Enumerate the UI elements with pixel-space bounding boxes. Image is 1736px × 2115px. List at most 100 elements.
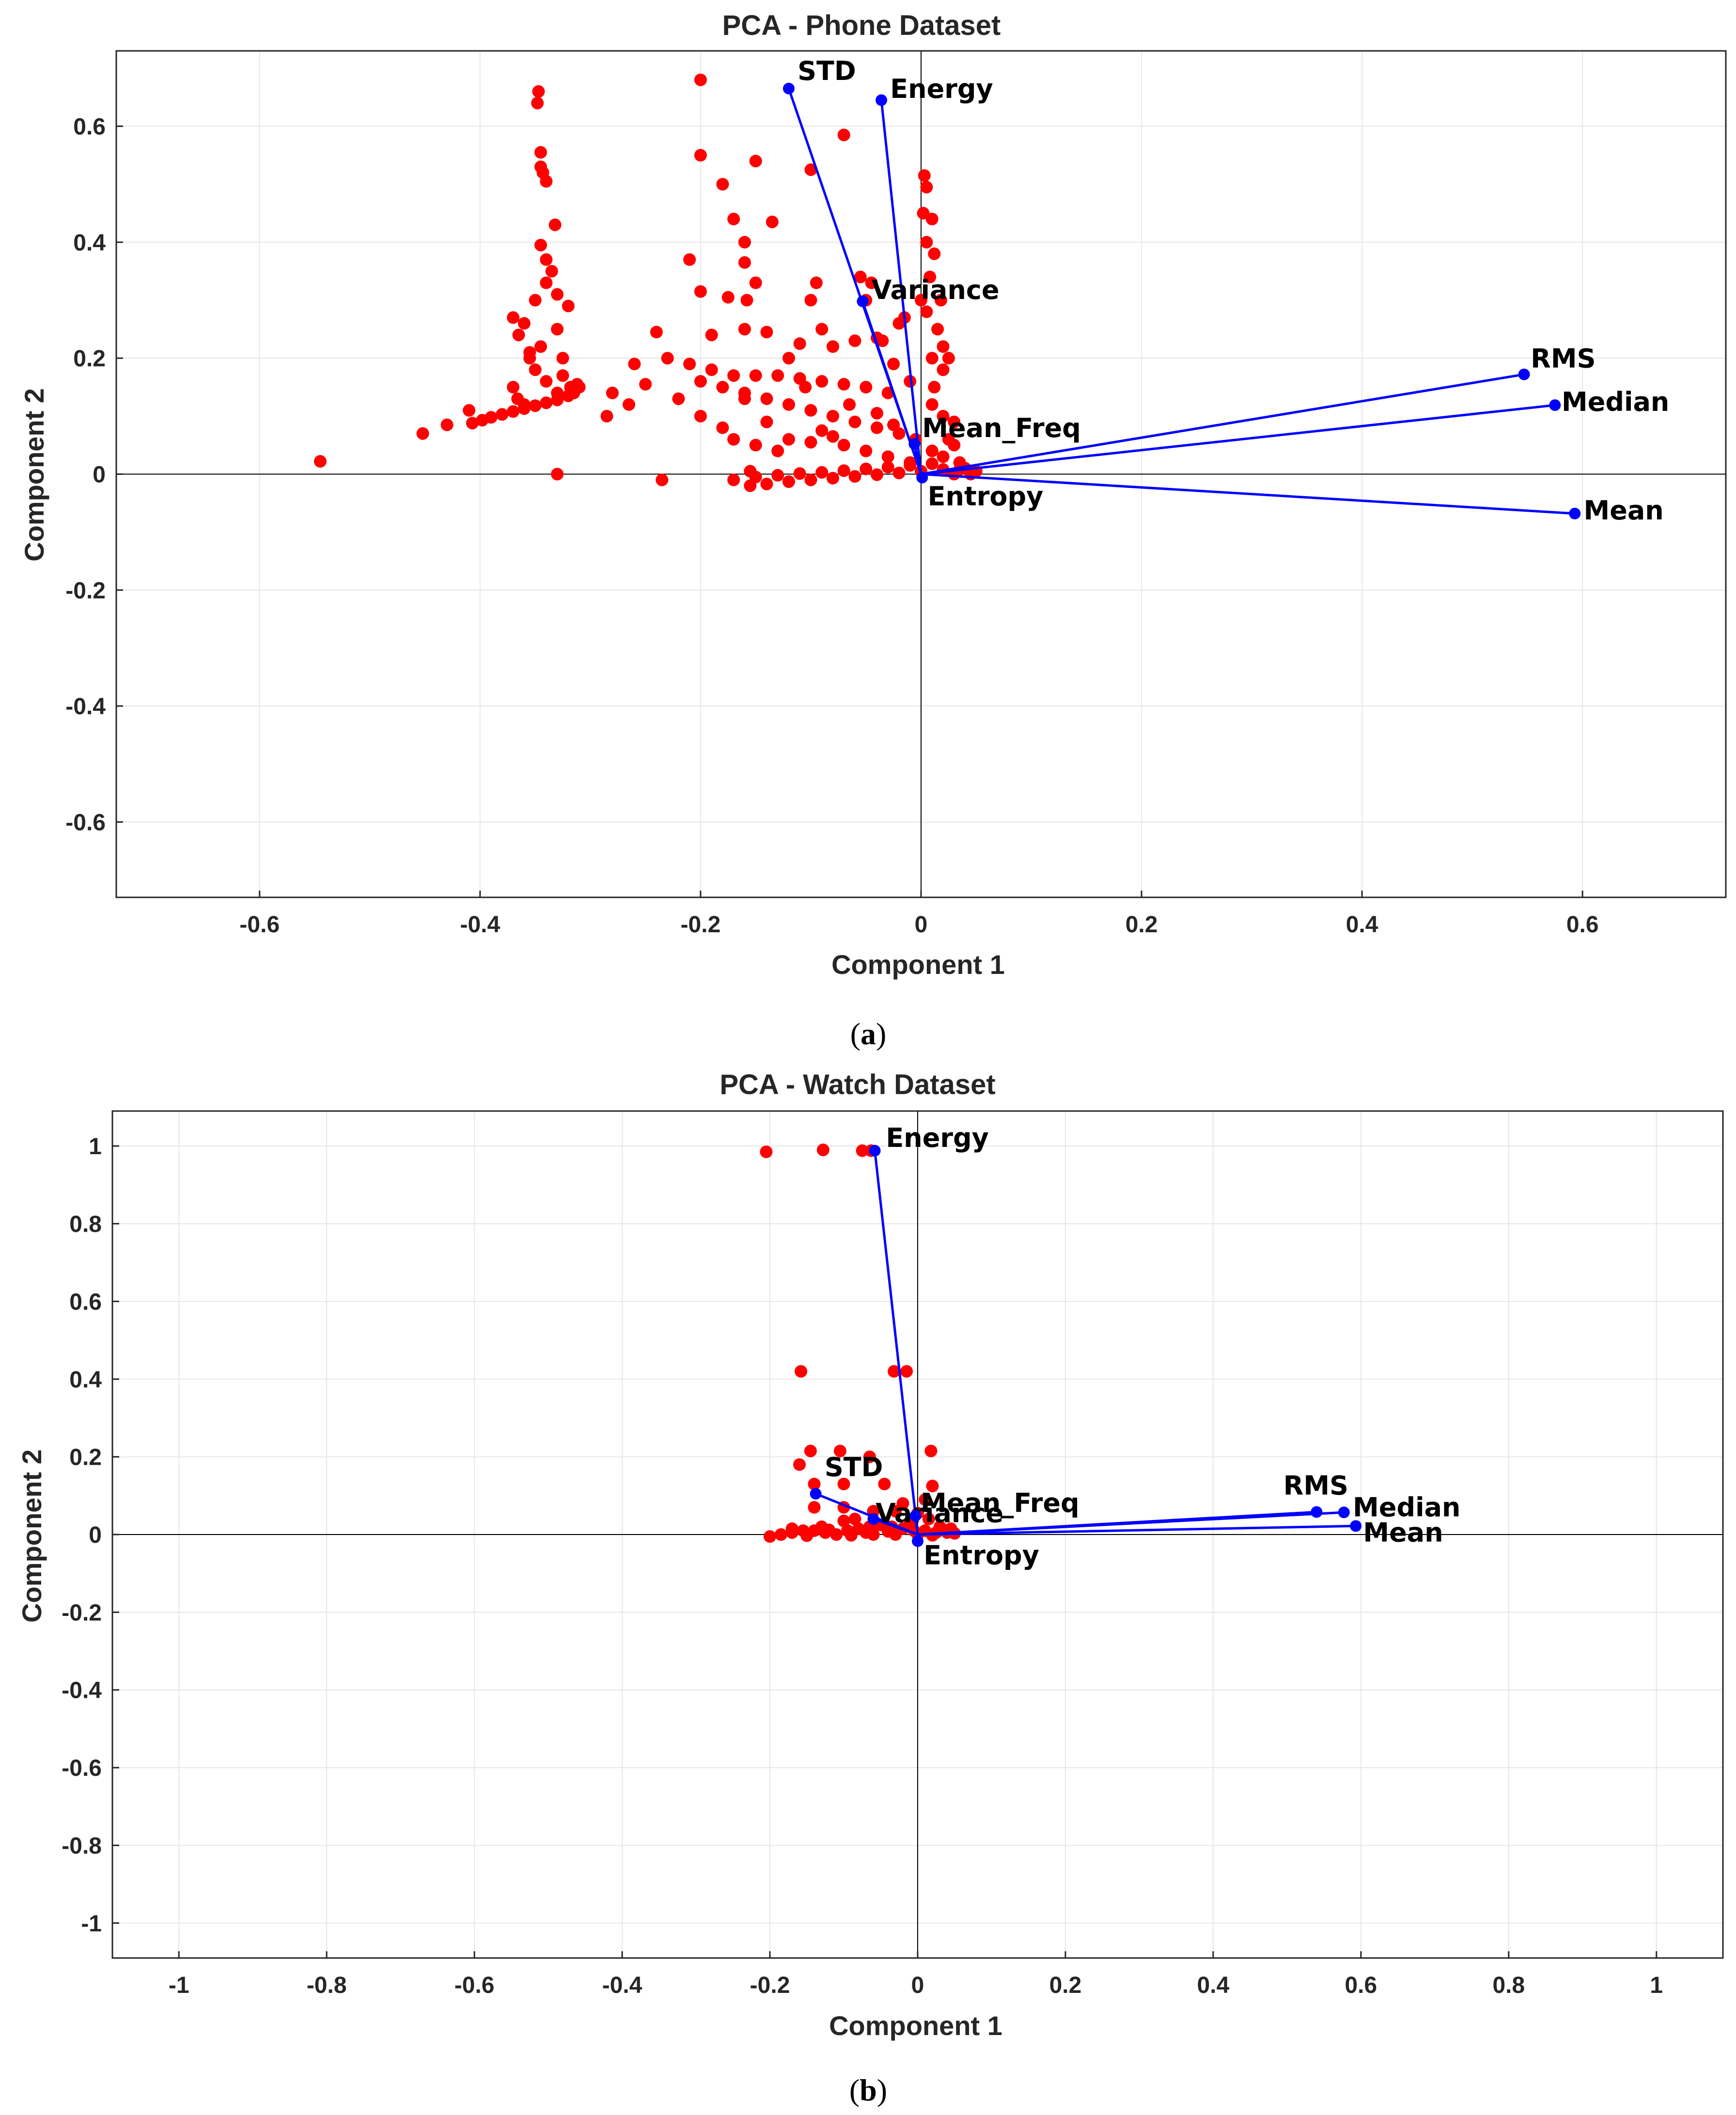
vector-label: STD (798, 56, 856, 86)
data-point (738, 323, 751, 336)
data-point (793, 467, 806, 480)
data-point (463, 404, 476, 417)
loading-vector-tip (1338, 1506, 1350, 1519)
data-point (892, 467, 906, 480)
loading-vector-tip (876, 94, 888, 106)
data-point (826, 471, 839, 485)
data-point (749, 439, 762, 452)
vector-label: Median (1353, 1492, 1460, 1522)
data-point (628, 358, 641, 371)
data-point (904, 459, 917, 472)
loading-vector-median (921, 404, 1555, 475)
data-point (804, 163, 817, 176)
data-point (925, 444, 938, 457)
x-tick-label: -1 (169, 1973, 189, 1998)
data-point (870, 407, 883, 420)
data-point (837, 378, 850, 391)
vector-label: Energy (886, 1123, 988, 1153)
data-point (760, 326, 773, 339)
data-point (922, 1512, 935, 1525)
data-point (716, 178, 729, 191)
data-point (727, 369, 740, 382)
data-point (716, 381, 729, 394)
data-point (650, 326, 663, 339)
loading-vector-tip (810, 1488, 822, 1500)
y-tick-label: 0 (89, 1522, 102, 1548)
data-point (799, 381, 812, 394)
vector-label: RMS (1531, 343, 1595, 374)
data-point (545, 265, 558, 278)
y-tick-label: -0.2 (65, 578, 106, 604)
data-point (919, 1493, 932, 1506)
data-point (925, 398, 938, 411)
x-tick-label: -0.8 (307, 1973, 347, 1998)
data-point (826, 430, 839, 443)
x-axis-label: Component 1 (831, 949, 1005, 980)
data-point (925, 457, 938, 470)
loading-vector-tip (1549, 399, 1561, 411)
x-tick-label: -0.2 (681, 912, 721, 938)
data-point (937, 409, 950, 423)
loading-vector-variance (873, 1518, 918, 1536)
y-tick-label: 0.4 (69, 1367, 102, 1393)
y-axis-label: Component 2 (19, 388, 49, 562)
data-point (920, 181, 933, 194)
x-tick-label: -0.4 (460, 912, 500, 938)
data-point (760, 415, 773, 428)
data-point (606, 386, 619, 399)
data-point (826, 340, 839, 353)
data-point (716, 421, 729, 434)
data-point (507, 381, 520, 394)
data-point (749, 276, 762, 289)
vector-label: Entropy (923, 1540, 1039, 1571)
data-point (760, 477, 773, 490)
x-tick-label: -0.6 (239, 912, 280, 938)
data-point (540, 396, 553, 409)
data-point (694, 409, 707, 423)
y-tick-label: 0.8 (69, 1212, 102, 1238)
y-tick-label: 0.2 (69, 1445, 102, 1471)
data-point (845, 1529, 858, 1542)
data-point (889, 1528, 902, 1541)
x-tick-label: -0.4 (602, 1973, 642, 1998)
loading-vector-tip (908, 438, 921, 450)
data-point (313, 455, 327, 468)
data-point (795, 1365, 808, 1378)
data-point (900, 1365, 913, 1378)
data-point (920, 305, 933, 318)
data-point (815, 1520, 828, 1533)
data-point (532, 85, 545, 98)
data-point (749, 369, 762, 382)
data-point (600, 409, 613, 423)
data-point (766, 215, 779, 228)
vector-label: Mean (1583, 495, 1663, 526)
data-point (837, 1477, 850, 1490)
vector-label: Variance (876, 1498, 1003, 1528)
data-point (727, 213, 740, 226)
data-point (804, 404, 817, 417)
x-tick-label: -0.6 (454, 1973, 495, 1998)
data-point (915, 294, 927, 307)
data-point (511, 392, 524, 405)
data-point (551, 468, 564, 481)
vector-label: Mean_Freq (921, 1488, 1079, 1518)
data-point (860, 462, 873, 475)
data-point (848, 415, 861, 428)
data-point (512, 329, 525, 342)
data-point (534, 340, 547, 353)
vector-label: Median (1562, 387, 1669, 417)
data-point (416, 427, 429, 440)
data-point (440, 418, 454, 431)
data-point (727, 473, 740, 486)
data-point (562, 299, 575, 313)
data-point (925, 352, 938, 365)
data-point (551, 288, 564, 301)
vector-label: Energy (890, 74, 993, 104)
data-point (551, 323, 564, 336)
data-point (705, 363, 718, 376)
watch-pca-chart: PCA - Watch Dataset EnergySTDVarianceMea… (16, 1069, 1724, 2107)
data-point (889, 1504, 902, 1518)
data-point (848, 1512, 861, 1525)
data-point (848, 470, 861, 483)
figure-caption: (b) (849, 2073, 887, 2107)
